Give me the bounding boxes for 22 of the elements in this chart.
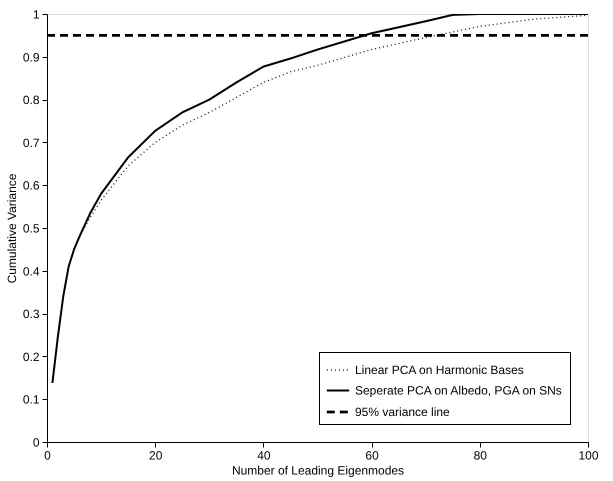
x-tick-label: 40 [257,448,271,462]
x-axis-title: Number of Leading Eigenmodes [232,464,404,478]
x-tick-label: 60 [365,448,380,462]
x-tick-label: 0 [44,448,52,462]
y-axis-title: Cumulative Variance [4,173,19,284]
legend-label: Seperate PCA on Albedo, PGA on SNs [355,384,562,398]
y-tick-label: 0.1 [22,392,40,407]
x-tick-label: 80 [474,448,488,462]
x-tick-label: 20 [149,448,163,462]
y-tick-label: 0.7 [22,136,40,150]
legend-label: 95% variance line [355,405,450,419]
y-tick-label: 0.5 [22,222,40,236]
y-tick-label: 1 [32,8,40,22]
x-tick-label: 100 [578,448,599,462]
legend-label: Linear PCA on Harmonic Bases [355,363,524,377]
y-tick-label: 0 [32,436,40,450]
y-tick-label: 0.9 [22,50,40,64]
y-tick-label: 0.6 [22,178,40,193]
y-tick-label: 0.4 [22,264,40,278]
y-tick-label: 0.8 [22,93,40,108]
y-tick-label: 0.3 [22,307,40,322]
y-tick-label: 0.2 [22,350,40,364]
